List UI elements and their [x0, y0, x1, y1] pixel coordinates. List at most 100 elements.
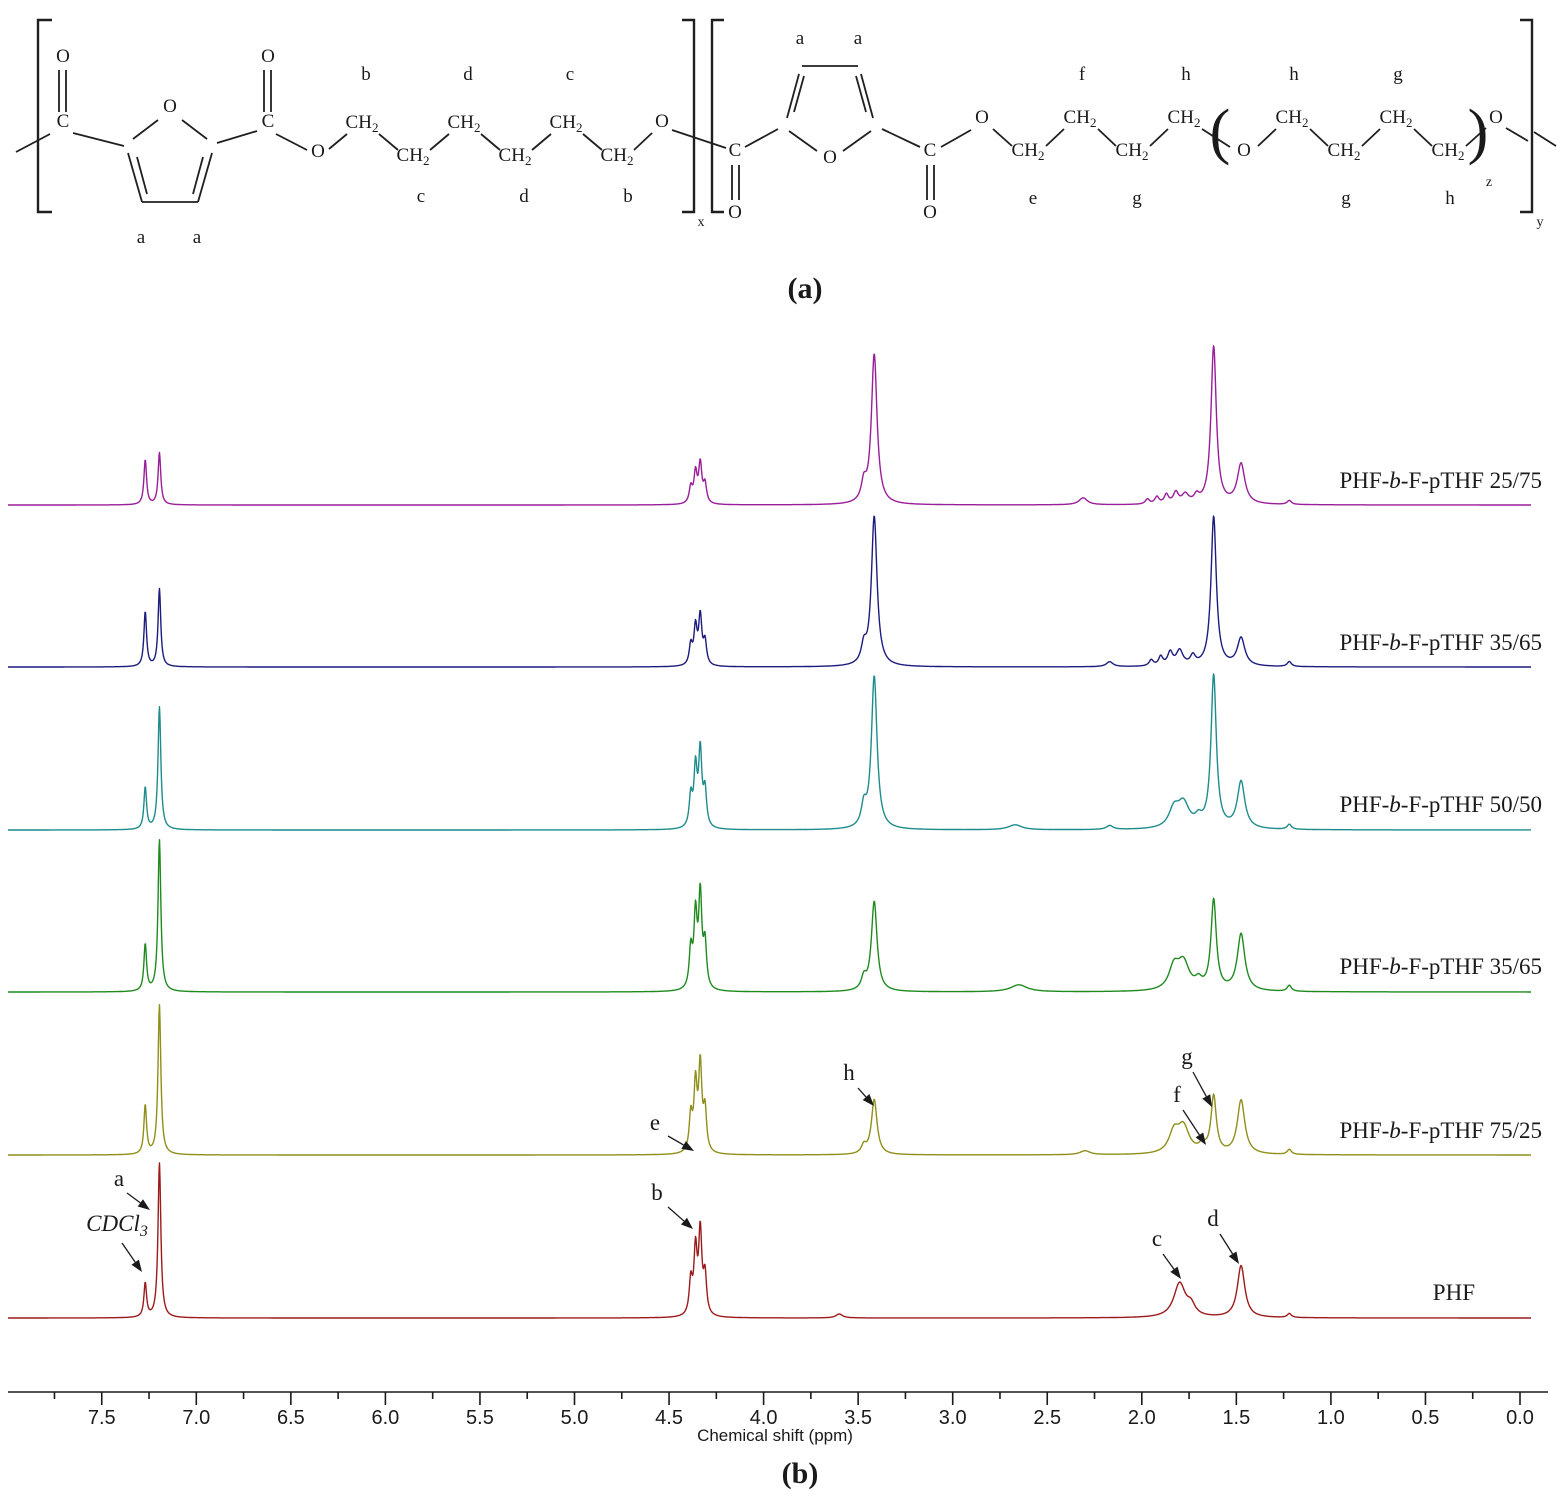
peak-label-e: e: [650, 1110, 660, 1135]
annotation-arrowhead: [1202, 1094, 1212, 1107]
nmr-traces: [7, 345, 1532, 1319]
repeat-bracket: [710, 18, 724, 214]
annotation-arrow: [1219, 1233, 1234, 1255]
peak-label-c: c: [1152, 1226, 1162, 1251]
axis-tick-label: 3.0: [939, 1407, 967, 1429]
atom-label: d: [519, 186, 529, 207]
atom-label: CH2: [1328, 140, 1361, 163]
axis-tick-label: 6.5: [277, 1407, 305, 1429]
annotation-arrow: [667, 1135, 684, 1146]
bond: [1413, 128, 1433, 147]
atom-label: d: [463, 64, 473, 85]
bond: [786, 73, 800, 119]
axis-tick-label: 0.0: [1506, 1407, 1534, 1429]
peak-label-h: h: [843, 1060, 855, 1085]
peak-label-cdcl: CDCl3: [86, 1211, 148, 1240]
axis-tick-label: 2.5: [1033, 1407, 1061, 1429]
repeat-bracket: [1520, 18, 1534, 214]
axis-tick-label: 4.0: [750, 1407, 778, 1429]
annotation-arrowhead: [1228, 1251, 1239, 1264]
atom-label: h: [1289, 64, 1299, 85]
repeat-paren: ): [1468, 98, 1489, 166]
annotation-arrow: [667, 1206, 685, 1222]
nmr-trace-35-65a: [7, 515, 1532, 668]
axis-tick-label: 1.0: [1317, 1407, 1345, 1429]
bond: [480, 133, 501, 151]
bond: [72, 132, 125, 147]
atom-label: z: [1486, 175, 1492, 190]
atom-label: CH2: [1064, 107, 1097, 130]
nmr-trace-25-75: [7, 345, 1532, 506]
atom-label: C: [57, 111, 70, 132]
atom-label: O: [655, 111, 669, 132]
annotation-arrow: [126, 1192, 141, 1204]
atom-label: b: [361, 64, 371, 85]
axis-tick-label: 4.5: [655, 1407, 683, 1429]
atom-label: O: [975, 107, 989, 128]
annotation-arrow: [857, 1087, 867, 1098]
atom-label: g: [1393, 64, 1403, 85]
bond: [1201, 128, 1231, 148]
atom-label: CH2: [1168, 107, 1201, 130]
annotation-arrow: [121, 1242, 136, 1263]
bond: [1309, 128, 1329, 147]
bond: [744, 128, 779, 148]
axis-tick-label: 1.5: [1222, 1407, 1250, 1429]
bond: [940, 129, 972, 148]
atom-label: y: [1537, 215, 1544, 230]
atom-label: a: [137, 227, 146, 248]
nmr-trace-phf: [7, 1162, 1532, 1319]
bond: [1257, 128, 1277, 147]
atom-label: CH2: [1276, 107, 1309, 130]
trace-label: PHF: [1433, 1280, 1475, 1305]
atom-label: O: [311, 141, 325, 162]
atom-label: CH2: [1116, 140, 1149, 163]
trace-label: PHF-b-F-pTHF 25/75: [1339, 468, 1542, 493]
atom-label: O: [728, 202, 742, 223]
atom-label: h: [1445, 188, 1455, 209]
peak-annotations: e h gf b a CDCl3 c d: [86, 1044, 1239, 1279]
atom-label: O: [1237, 140, 1251, 161]
axis-tick-label: 6.0: [371, 1407, 399, 1429]
bond: [1097, 128, 1117, 147]
bond: [1465, 127, 1487, 147]
trace-label: PHF-b-F-pTHF 50/50: [1339, 792, 1542, 817]
atom-label: O: [823, 147, 837, 168]
peak-label-a: a: [114, 1166, 124, 1191]
peak-label-d: d: [1207, 1206, 1219, 1231]
atom-label: a: [796, 28, 805, 49]
peak-label-f: f: [1173, 1082, 1181, 1107]
atom-label: g: [1132, 188, 1142, 209]
atom-label: O: [56, 46, 70, 67]
annotation-arrowhead: [862, 1094, 874, 1106]
bond: [127, 152, 143, 203]
bond: [671, 129, 727, 149]
annotation-arrowhead: [681, 1217, 693, 1229]
bond: [582, 133, 603, 151]
axis-tick-label: 2.0: [1128, 1407, 1156, 1429]
caption-b: (b): [782, 1457, 819, 1490]
atom-label: b: [623, 186, 633, 207]
atom-label: O: [261, 46, 275, 67]
atom-label: CH2: [601, 145, 634, 168]
axis-title: Chemical shift (ppm): [697, 1426, 853, 1445]
annotation-arrowhead: [1170, 1266, 1181, 1279]
axis-tick-label: 5.0: [561, 1407, 589, 1429]
atom-label: a: [193, 227, 202, 248]
atom-label: g: [1341, 188, 1351, 209]
bond: [842, 130, 872, 152]
bond: [136, 156, 148, 195]
atom-label: c: [566, 64, 574, 85]
bond: [1533, 131, 1557, 147]
atom-label: O: [163, 96, 177, 117]
trace-label: PHF-b-F-pTHF 35/65: [1339, 630, 1542, 655]
annotation-arrow: [1182, 1109, 1200, 1136]
annotation-arrowhead: [1195, 1132, 1206, 1145]
trace-label: PHF-b-F-pTHF 75/25: [1339, 1118, 1542, 1143]
atom-label: CH2: [499, 145, 532, 168]
atom-label: e: [1029, 188, 1037, 209]
trace-label: PHF-b-F-pTHF 35/65: [1339, 954, 1542, 979]
bond: [1505, 127, 1529, 142]
atom-label: f: [1079, 64, 1086, 85]
